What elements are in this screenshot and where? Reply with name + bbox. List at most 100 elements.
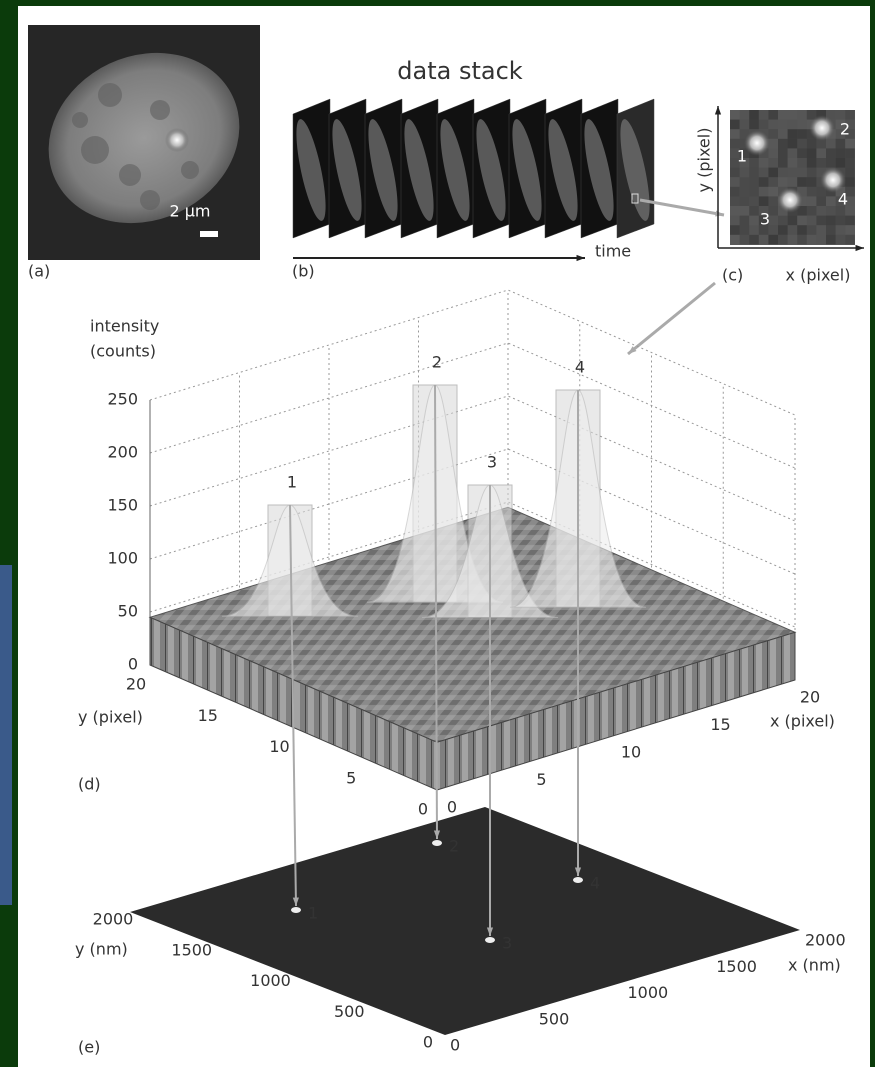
pixel (816, 206, 826, 216)
y-tick-label: 0 (423, 1033, 433, 1052)
pixel (845, 177, 855, 187)
pixel (740, 187, 750, 197)
x-tick-label: 1500 (716, 957, 757, 976)
pixel (826, 206, 836, 216)
pixel (778, 216, 788, 226)
spot-label: 2 (840, 120, 850, 139)
pixel (845, 168, 855, 178)
pixel (788, 168, 798, 178)
panel-label: (e) (78, 1038, 100, 1057)
pixel (788, 139, 798, 149)
pixel (788, 177, 798, 187)
pixel (788, 225, 798, 235)
pixel (749, 235, 759, 245)
pixel (845, 158, 855, 168)
y-tick-label: 20 (126, 675, 146, 694)
pixel (730, 225, 740, 235)
pixel-blob (809, 115, 835, 141)
pixel (768, 148, 778, 158)
pixel (730, 187, 740, 197)
pixel (788, 158, 798, 168)
pixel (740, 225, 750, 235)
pixel (759, 120, 769, 130)
pixel (740, 110, 750, 120)
peak-label: 1 (287, 473, 297, 492)
pixel (807, 235, 817, 245)
x-tick-label: 2000 (805, 931, 846, 950)
nucleus-texture (81, 136, 109, 164)
spot-label: 1 (737, 147, 747, 166)
pixel (740, 235, 750, 245)
pixel (749, 196, 759, 206)
pixel (807, 139, 817, 149)
nucleus-texture (98, 83, 122, 107)
localized-spot (432, 840, 442, 846)
pixel (778, 139, 788, 149)
localized-spot (573, 877, 583, 883)
axis-label: x (pixel) (770, 712, 835, 731)
pixel (768, 158, 778, 168)
pixel (730, 206, 740, 216)
y-tick-label: 1500 (171, 940, 212, 959)
pixel (759, 158, 769, 168)
pixel (845, 148, 855, 158)
pixel (778, 129, 788, 139)
pixel (768, 168, 778, 178)
x-tick-label: 0 (447, 798, 457, 817)
pixel (845, 235, 855, 245)
y-tick-label: 1000 (250, 971, 291, 990)
pixel (730, 216, 740, 226)
pixel (826, 158, 836, 168)
pixel (807, 187, 817, 197)
spot-label: 3 (760, 210, 770, 229)
pixel (807, 225, 817, 235)
pixel (797, 177, 807, 187)
pixel (797, 216, 807, 226)
pixel-blob (777, 187, 803, 213)
pixel (788, 235, 798, 245)
pixel (836, 139, 846, 149)
pixel (807, 196, 817, 206)
pixel (816, 216, 826, 226)
pixel (807, 148, 817, 158)
nucleus-texture (181, 161, 199, 179)
z-tick-label: 50 (118, 602, 138, 621)
pixel (816, 148, 826, 158)
pixel (768, 129, 778, 139)
pixel (826, 196, 836, 206)
x-tick-label: 0 (450, 1036, 460, 1055)
pixel (759, 177, 769, 187)
nucleus-texture (140, 190, 160, 210)
pixel (845, 216, 855, 226)
x-tick-label: 15 (710, 715, 730, 734)
pixel (797, 139, 807, 149)
pixel (740, 206, 750, 216)
pixel (836, 225, 846, 235)
pixel (816, 158, 826, 168)
pixel (778, 110, 788, 120)
y-tick-label: 5 (346, 768, 356, 787)
z-tick-label: 200 (107, 443, 138, 462)
z-tick-label: 250 (107, 390, 138, 409)
pixel (826, 235, 836, 245)
axis-label: x (nm) (788, 956, 841, 975)
axis-label: y (pixel) (695, 128, 714, 193)
pixel (836, 148, 846, 158)
pixel (749, 168, 759, 178)
x-tick-label: 5 (536, 770, 546, 789)
pixel (740, 196, 750, 206)
pixel (759, 196, 769, 206)
pixel (778, 158, 788, 168)
y-tick-label: 0 (418, 800, 428, 819)
pixel (826, 139, 836, 149)
pixel (749, 158, 759, 168)
time-label: time (595, 242, 631, 261)
pixel (797, 120, 807, 130)
peak-label: 4 (575, 358, 585, 377)
pixel (807, 206, 817, 216)
pixel (807, 216, 817, 226)
axis-label: (counts) (90, 342, 156, 361)
side-strip (0, 565, 12, 905)
pixel (768, 110, 778, 120)
pixel (768, 196, 778, 206)
